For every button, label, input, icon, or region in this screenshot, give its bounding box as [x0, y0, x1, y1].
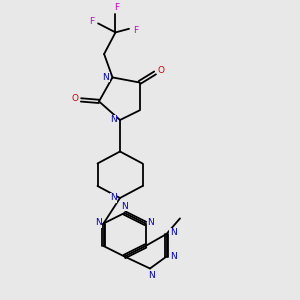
Text: O: O: [158, 66, 165, 75]
Text: F: F: [114, 3, 119, 12]
Text: N: N: [148, 271, 155, 280]
Text: N: N: [121, 202, 128, 211]
Text: N: N: [170, 228, 176, 237]
Text: F: F: [133, 26, 138, 35]
Text: N: N: [148, 218, 154, 227]
Text: N: N: [170, 252, 176, 261]
Text: N: N: [110, 116, 117, 124]
Text: F: F: [89, 17, 94, 26]
Text: N: N: [95, 218, 101, 227]
Text: N: N: [110, 194, 117, 202]
Text: N: N: [103, 73, 109, 82]
Text: O: O: [71, 94, 79, 103]
